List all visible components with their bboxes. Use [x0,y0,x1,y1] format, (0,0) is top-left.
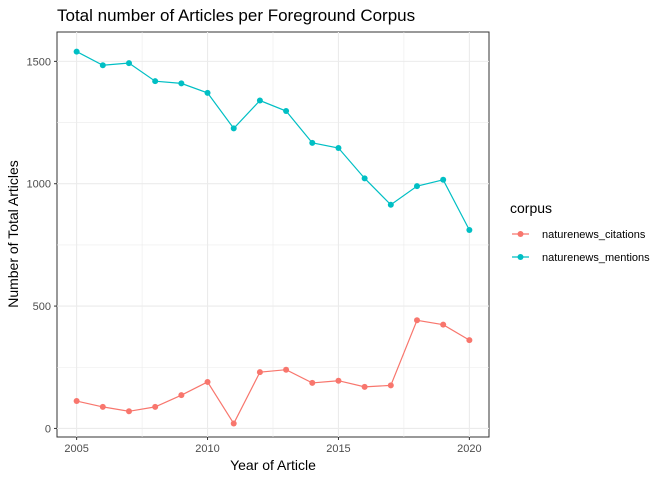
data-point [152,403,159,410]
data-point [178,80,185,87]
data-point [204,89,211,96]
x-tick-label: 2015 [326,443,350,455]
data-point [256,369,263,376]
data-point [414,317,420,324]
legend: corpus naturenews_citations naturenews_me… [510,200,650,264]
x-axis: 2005 2010 2015 2020 [64,437,482,455]
data-point [387,201,394,208]
x-tick-label: 2020 [457,443,481,455]
data-point [440,176,447,183]
data-point [283,108,290,115]
data-point [73,398,80,405]
data-point [466,226,473,233]
data-point [440,321,447,328]
legend-title: corpus [510,200,552,216]
data-point [126,408,132,415]
legend-item: naturenews_citations [512,229,646,241]
y-axis-title: Number of Total Articles [5,160,21,308]
series-naturenews_mentions [73,48,473,233]
x-tick-label: 2005 [64,443,88,455]
data-point [309,139,316,146]
data-point [283,366,290,373]
x-axis-title: Year of Article [230,457,316,473]
y-axis: 0 500 1000 1500 [27,56,57,435]
data-point [99,62,106,69]
data-point [230,125,237,132]
x-tick-label: 2010 [195,443,219,455]
data-point [361,175,368,182]
chart-title: Total number of Articles per Foreground … [57,6,415,25]
data-point [335,144,342,151]
legend-key-point [517,254,524,260]
data-point [73,48,80,55]
series-naturenews_citations [73,317,473,427]
legend-key-point [517,231,524,237]
data-point [361,383,368,390]
data-point [152,78,159,85]
y-tick-label: 500 [33,301,51,313]
series-line [76,51,470,231]
data-point [230,420,237,427]
data-point [256,97,263,104]
data-point [204,378,211,385]
data-point [126,60,132,67]
data-point [335,377,342,384]
series-line [76,319,470,425]
data-point [309,379,316,386]
series-layer [73,48,473,427]
y-tick-label: 1500 [27,56,51,68]
data-point [414,183,420,190]
legend-label: naturenews_citations [542,229,646,241]
y-tick-label: 0 [45,423,51,435]
data-point [466,337,473,344]
data-point [178,392,185,399]
legend-item: naturenews_mentions [512,252,650,264]
y-tick-label: 1000 [27,179,51,191]
data-point [387,382,394,389]
data-point [99,403,106,410]
legend-label: naturenews_mentions [542,252,650,264]
